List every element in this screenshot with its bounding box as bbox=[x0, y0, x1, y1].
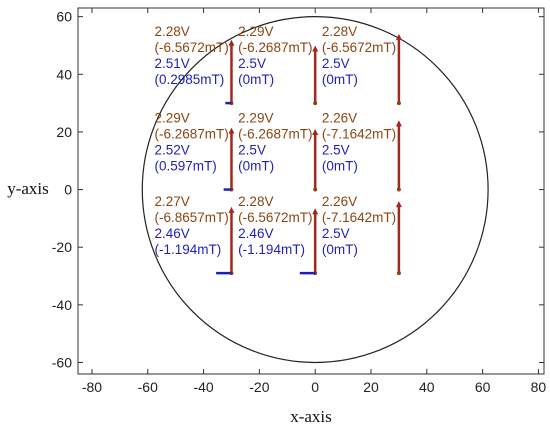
field-label-z: (-6.2687mT) bbox=[238, 127, 312, 142]
field-label-z: (-7.1642mT) bbox=[322, 127, 396, 142]
plot-frame bbox=[77, 7, 545, 375]
voltage-label-z: 2.29V bbox=[154, 111, 189, 126]
voltage-label-z: 2.29V bbox=[238, 111, 273, 126]
sensor-point bbox=[396, 101, 401, 106]
x-tick-label: 40 bbox=[419, 379, 435, 395]
x-tick-label: -60 bbox=[138, 379, 158, 395]
field-arrow-head bbox=[312, 45, 319, 52]
voltage-label-z: 2.28V bbox=[322, 24, 357, 39]
voltage-label-x: 2.5V bbox=[238, 56, 266, 71]
field-label-x: (0.597mT) bbox=[154, 159, 216, 174]
field-label-z: (-7.1642mT) bbox=[322, 210, 396, 225]
sensor-point bbox=[313, 101, 318, 106]
field-label-z: (-6.8657mT) bbox=[154, 210, 228, 225]
voltage-label-z: 2.28V bbox=[238, 194, 273, 209]
voltage-label-z: 2.26V bbox=[322, 194, 357, 209]
field-arrow-head bbox=[395, 201, 402, 208]
y-tick-label: 20 bbox=[56, 124, 72, 140]
voltage-label-z: 2.28V bbox=[154, 24, 189, 39]
voltage-label-x: 2.46V bbox=[238, 226, 273, 241]
field-label-x: (0mT) bbox=[238, 72, 274, 87]
sensor-point bbox=[396, 271, 401, 276]
x-tick-label: 20 bbox=[363, 379, 379, 395]
voltage-label-x: 2.5V bbox=[322, 226, 350, 241]
field-label-z: (-6.5672mT) bbox=[322, 40, 396, 55]
boundary-circle bbox=[141, 16, 489, 364]
y-tick-label: 0 bbox=[64, 182, 72, 198]
field-label-z: (-6.5672mT) bbox=[238, 210, 312, 225]
x-tick-label: -40 bbox=[193, 379, 213, 395]
field-arrow-head bbox=[395, 33, 402, 40]
voltage-label-x: 2.5V bbox=[322, 143, 350, 158]
field-arrow-head bbox=[395, 120, 402, 127]
sensor-point bbox=[313, 187, 318, 192]
y-tick-label: 60 bbox=[56, 9, 72, 25]
labels-group: 2.28V(-6.5672mT)2.51V(0.2985mT)2.29V(-6.… bbox=[154, 24, 396, 257]
y-tick-label: 40 bbox=[56, 66, 72, 82]
voltage-label-x: 2.5V bbox=[322, 56, 350, 71]
y-tick-label: -40 bbox=[52, 297, 72, 313]
voltage-label-z: 2.27V bbox=[154, 194, 189, 209]
field-arrow-head bbox=[228, 39, 235, 46]
sensor-point bbox=[396, 187, 401, 192]
field-arrow-head bbox=[312, 208, 319, 215]
field-label-x: (0mT) bbox=[322, 72, 358, 87]
field-label-x: (0mT) bbox=[238, 159, 274, 174]
voltage-label-z: 2.29V bbox=[238, 24, 273, 39]
y-tick-label: -20 bbox=[52, 239, 72, 255]
voltage-label-x: 2.51V bbox=[154, 56, 189, 71]
x-tick-label: 0 bbox=[311, 379, 319, 395]
field-label-z: (-6.2687mT) bbox=[154, 127, 228, 142]
marks-group bbox=[216, 33, 402, 276]
field-label-x: (0.2985mT) bbox=[154, 72, 224, 87]
x-tick-label: -80 bbox=[82, 379, 102, 395]
field-label-x: (0mT) bbox=[322, 242, 358, 257]
y-axis-label: y-axis bbox=[7, 179, 49, 198]
field-label-x: (0mT) bbox=[322, 159, 358, 174]
x-tick-label: 60 bbox=[475, 379, 491, 395]
x-axis-label: x-axis bbox=[290, 407, 332, 426]
field-arrow-head bbox=[228, 206, 235, 213]
voltage-label-x: 2.5V bbox=[238, 143, 266, 158]
field-label-x: (-1.194mT) bbox=[238, 242, 305, 257]
field-label-z: (-6.5672mT) bbox=[154, 40, 228, 55]
field-label-z: (-6.2687mT) bbox=[238, 40, 312, 55]
voltage-label-z: 2.26V bbox=[322, 111, 357, 126]
voltage-label-x: 2.52V bbox=[154, 143, 189, 158]
x-tick-label: 80 bbox=[531, 379, 547, 395]
field-label-x: (-1.194mT) bbox=[154, 242, 221, 257]
tick-group: -80 -60 -40 -20 0 20 40 60 80 -60 -40 -20 0 20 40 60 bbox=[52, 8, 547, 395]
field-arrow-head bbox=[228, 127, 235, 134]
y-tick-label: -60 bbox=[52, 354, 72, 370]
voltage-label-x: 2.46V bbox=[154, 226, 189, 241]
x-tick-label: -20 bbox=[249, 379, 269, 395]
field-arrow-head bbox=[312, 129, 319, 136]
